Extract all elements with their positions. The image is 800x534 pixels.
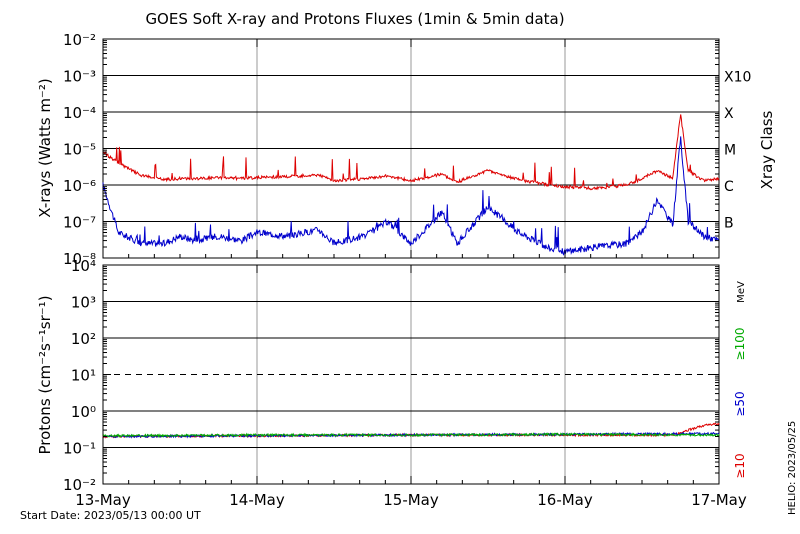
proton-ytick-label: 10⁰ xyxy=(71,403,96,421)
xray-class-label: B xyxy=(724,216,734,232)
xray-long-series xyxy=(102,114,720,191)
x-category-label: 13-May xyxy=(75,491,131,509)
proton-ytick-label: 10¹ xyxy=(71,367,96,385)
x-category-label: 17-May xyxy=(691,491,747,509)
proton-ytick-label: 10³ xyxy=(71,294,96,312)
xray-class-axis-label: Xray Class xyxy=(758,110,776,189)
proton-legend-p10: ≥10 xyxy=(733,453,747,478)
xray-ytick-label: 10⁻³ xyxy=(63,68,96,86)
xray-ylabel: X-rays (Watts m⁻²) xyxy=(36,78,54,217)
xray-ytick-label: 10⁻⁷ xyxy=(63,214,96,232)
proton-ytick-label: 10² xyxy=(71,330,96,348)
proton-unit-label: MeV xyxy=(736,281,747,303)
xray-ytick-label: 10⁻⁶ xyxy=(63,177,96,195)
xray-class-label: M xyxy=(724,143,736,159)
proton-legend-p100: ≥100 xyxy=(733,328,747,361)
xray-ytick-label: 10⁻⁵ xyxy=(63,141,96,159)
helio-date-label: HELIO: 2023/05/25 xyxy=(787,421,798,515)
chart-title: GOES Soft X-ray and Protons Fluxes (1min… xyxy=(145,10,564,28)
start-date-label: Start Date: 2023/05/13 00:00 UT xyxy=(20,509,201,522)
x-category-label: 16-May xyxy=(537,491,593,509)
xray-short-series xyxy=(102,136,720,256)
xray-class-label: X10 xyxy=(724,70,751,86)
x-category-label: 14-May xyxy=(229,491,285,509)
xray-ytick-label: 10⁻⁸ xyxy=(63,250,96,268)
xray-ytick-label: 10⁻² xyxy=(63,31,96,49)
xray-ytick-label: 10⁻⁴ xyxy=(63,104,96,122)
proton-ytick-label: 10⁻¹ xyxy=(63,440,96,458)
proton-ytick-label: 10⁴ xyxy=(71,257,96,275)
xray-class-label: X xyxy=(724,106,734,122)
proton-ylabel: Protons (cm⁻²s⁻¹sr⁻¹) xyxy=(36,295,54,454)
proton-legend-p50: ≥50 xyxy=(733,391,747,416)
proton-series-p100 xyxy=(102,432,720,439)
xray-class-label: C xyxy=(724,179,734,195)
proton-ytick-label: 10⁻² xyxy=(63,476,96,494)
x-category-label: 15-May xyxy=(383,491,439,509)
